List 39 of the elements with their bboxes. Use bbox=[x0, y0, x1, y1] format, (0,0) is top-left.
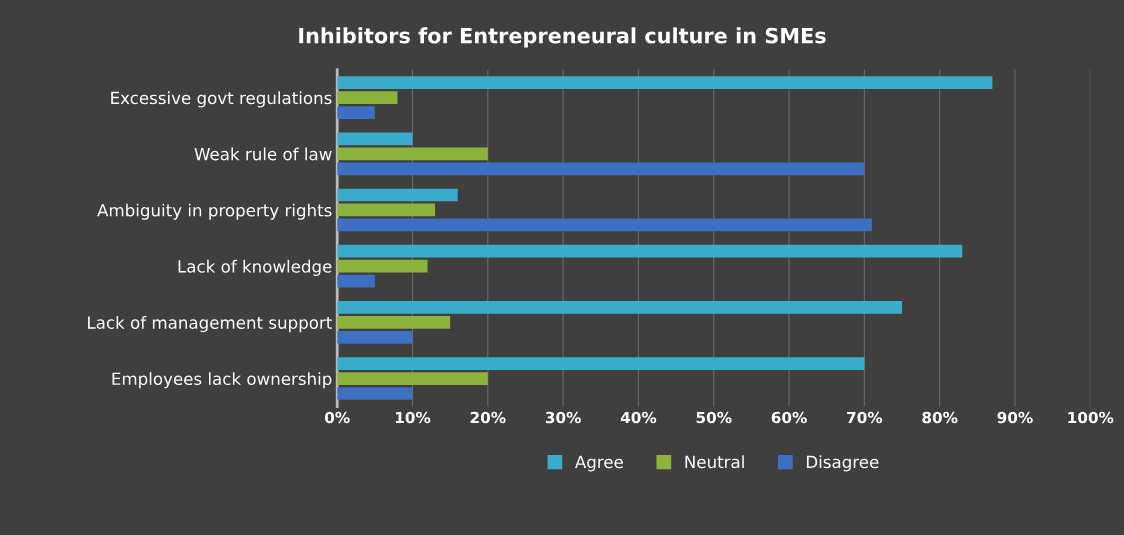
x-tick-label: 40% bbox=[620, 411, 657, 424]
y-tick-label: Excessive govt regulations bbox=[111, 91, 332, 108]
bar bbox=[337, 372, 488, 385]
bar bbox=[337, 387, 413, 400]
bar bbox=[337, 244, 963, 258]
bar bbox=[337, 203, 436, 217]
bar bbox=[337, 91, 398, 104]
y-tick-label: Lack of knowledge bbox=[178, 259, 332, 276]
x-tick-label: 20% bbox=[470, 411, 506, 424]
bar bbox=[337, 274, 375, 288]
x-tick-label: 100% bbox=[1068, 411, 1114, 424]
bar bbox=[337, 315, 451, 329]
bar bbox=[337, 330, 413, 344]
bar bbox=[337, 300, 903, 314]
legend-label: Neutral bbox=[685, 455, 744, 469]
y-tick-label: Ambiguity in property rights bbox=[97, 203, 332, 220]
x-tick-label: 90% bbox=[997, 411, 1033, 424]
x-tick-label: 30% bbox=[545, 411, 581, 424]
x-tick-label: 80% bbox=[922, 411, 958, 424]
bar bbox=[337, 218, 872, 232]
x-tick-label: 50% bbox=[696, 411, 732, 424]
x-tick-label: 70% bbox=[847, 411, 883, 424]
bar bbox=[337, 132, 413, 146]
bar bbox=[337, 188, 458, 202]
y-tick-label: Weak rule of law bbox=[194, 147, 332, 161]
legend-label: Disagree bbox=[806, 455, 879, 472]
x-tick-label: 10% bbox=[395, 411, 431, 424]
bar bbox=[337, 162, 865, 176]
bar bbox=[337, 76, 993, 90]
x-tick-label: 60% bbox=[771, 411, 807, 424]
y-tick-label: Employees lack ownership bbox=[112, 372, 332, 389]
legend-label: Agree bbox=[575, 455, 623, 472]
y-tick-label: Lack of management support bbox=[88, 316, 332, 333]
x-tick-label: 0% bbox=[324, 411, 350, 424]
bar bbox=[337, 147, 488, 161]
bar bbox=[337, 357, 865, 370]
bar bbox=[337, 259, 428, 273]
chart-title: Inhibitors for Entrepreneural culture in SMEs bbox=[299, 27, 826, 48]
bar bbox=[337, 106, 375, 119]
